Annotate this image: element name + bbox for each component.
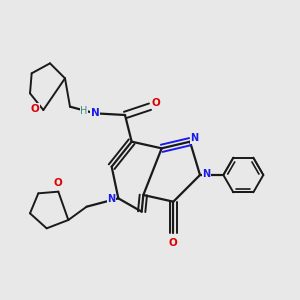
Text: N: N	[91, 108, 99, 118]
Text: O: O	[169, 238, 178, 248]
Text: H: H	[80, 106, 88, 116]
Text: N: N	[108, 194, 116, 204]
Text: N: N	[202, 169, 211, 179]
Text: O: O	[31, 104, 39, 114]
Text: O: O	[54, 178, 63, 188]
Text: N: N	[190, 133, 198, 143]
Text: O: O	[152, 98, 160, 108]
